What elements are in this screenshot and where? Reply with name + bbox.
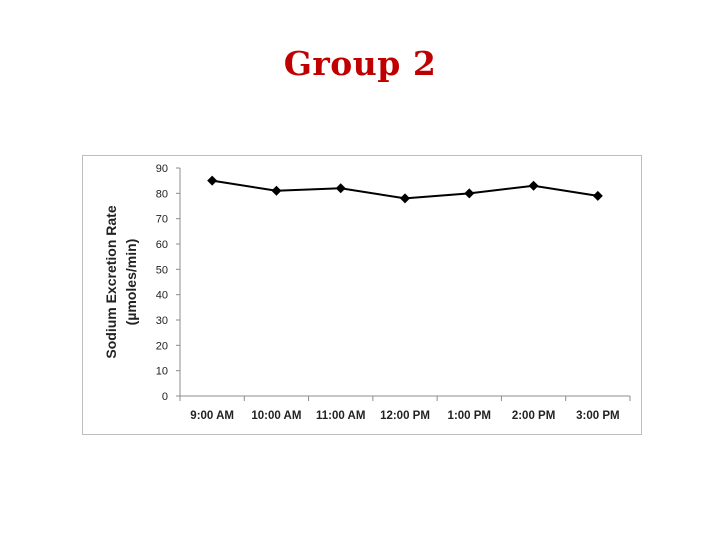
y-tick-label: 20 (156, 340, 168, 352)
data-point-marker (335, 183, 346, 194)
y-tick-label: 40 (156, 290, 168, 302)
slide-title: Group 2 (283, 44, 437, 83)
x-tick-label: 12:00 PM (380, 410, 430, 422)
y-tick-label: 60 (156, 239, 168, 251)
axes (176, 167, 631, 401)
data-point-marker (207, 175, 218, 186)
y-tick-label: 0 (162, 391, 168, 403)
y-tick-label: 70 (156, 214, 168, 226)
y-tick-label: 10 (156, 366, 168, 378)
y-tick-label: 30 (156, 315, 168, 327)
y-tick-label: 90 (156, 163, 168, 175)
x-tick-label: 1:00 PM (448, 410, 491, 422)
x-tick-label: 11:00 AM (316, 410, 365, 422)
data-point-marker (592, 190, 603, 201)
x-tick-label: 10:00 AM (251, 410, 301, 422)
x-tick-label: 2:00 PM (512, 410, 555, 422)
y-tick-label: 50 (156, 264, 168, 276)
data-point-marker (400, 193, 410, 204)
x-tick-label: 3:00 PM (576, 410, 619, 422)
x-tick-label: 9:00 AM (190, 410, 234, 422)
x-tick-labels: 9:00 AM 10:00 AM 11:00 AM 12:00 PM 1:00 PM 2:… (190, 410, 619, 422)
chart-frame (82, 155, 642, 435)
data-point-marker (271, 185, 282, 196)
y-tick-labels: 0 10 20 30 40 50 60 70 80 90 (156, 163, 168, 403)
y-axis-label: Sodium Excretion Rate (103, 205, 119, 358)
y-tick-label: 80 (156, 188, 168, 200)
data-point-marker (464, 188, 475, 199)
series-layer (207, 175, 603, 204)
y-axis-label-group: Sodium Excretion Rate (µmoles/min) (103, 205, 139, 358)
y-axis-units: (µmoles/min) (123, 239, 139, 326)
data-point-marker (528, 180, 539, 191)
